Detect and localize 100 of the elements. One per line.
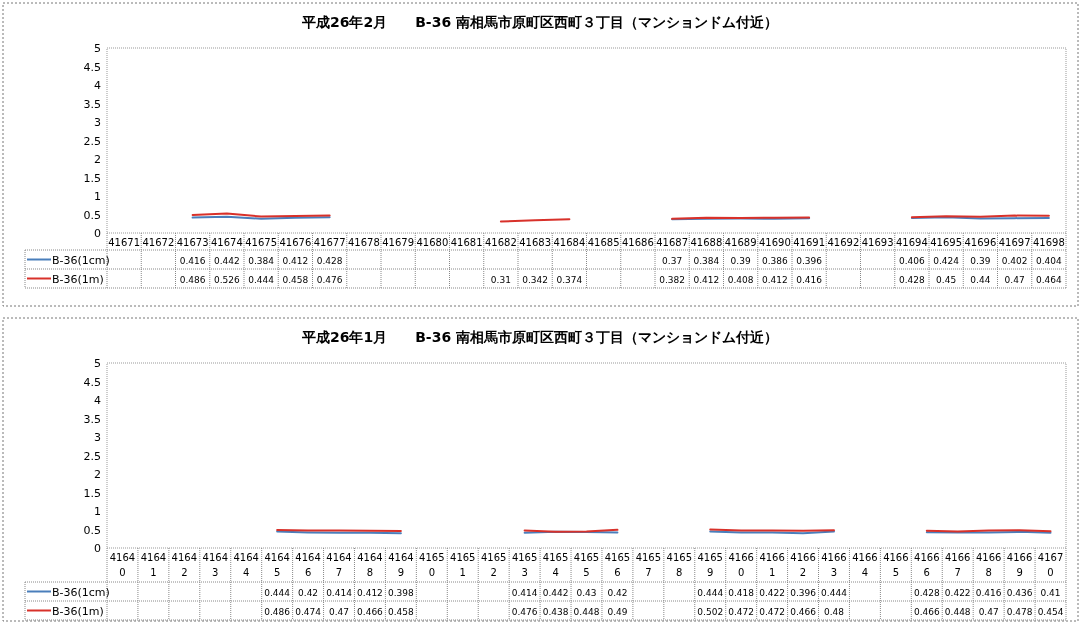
x-tick-label: 41665: [883, 552, 909, 578]
data-label: 0.486: [264, 607, 291, 617]
x-tick-label: 41691: [793, 237, 826, 248]
data-label: 0.404: [1035, 256, 1063, 266]
data-label: 0.398: [388, 588, 415, 598]
x-tick-label: 41692: [827, 237, 860, 248]
x-tick-label: 41679: [382, 237, 415, 248]
data-label: 0.458: [282, 275, 309, 285]
data-label: 0.464: [1035, 275, 1063, 285]
data-label: 0.502: [697, 607, 724, 617]
x-tick-label: 41674: [210, 237, 243, 248]
x-tick-label: 41684: [553, 237, 586, 248]
x-tick-label: 41661: [759, 552, 785, 578]
data-label: 0.406: [898, 256, 926, 266]
x-tick-label: 41662: [790, 552, 816, 578]
y-tick-label: 3: [94, 431, 101, 444]
data-label: 0.414: [511, 588, 538, 598]
data-label: 0.438: [542, 607, 569, 617]
y-tick-label: 1.5: [83, 171, 101, 185]
x-tick-label: 41655: [573, 552, 600, 578]
data-label: 0.466: [357, 607, 384, 617]
data-label: 0.49: [607, 607, 628, 617]
x-tick-label: 41677: [313, 237, 346, 248]
x-tick-label: 41666: [914, 552, 940, 578]
x-tick-label: 41671: [108, 237, 141, 248]
x-tick-label: 41641: [140, 552, 167, 578]
data-label: 0.448: [944, 607, 971, 617]
x-tick-label: 41640: [109, 552, 136, 578]
y-tick-label: 2.5: [83, 134, 101, 148]
x-tick-label: 41693: [861, 237, 894, 248]
data-label: 0.396: [790, 588, 817, 598]
data-label: 0.436: [1006, 588, 1033, 598]
y-tick-label: 4: [94, 394, 101, 407]
x-tick-label: 41698: [1032, 237, 1065, 248]
x-tick-label: 41670: [1037, 552, 1064, 578]
x-tick-label: 41667: [945, 552, 971, 578]
y-tick-label: 1: [94, 190, 101, 203]
data-label: 0.428: [898, 275, 926, 285]
y-tick-label: 2: [94, 153, 101, 166]
legend-label: B-36(1m): [52, 272, 104, 286]
y-tick-label: 0.5: [83, 523, 101, 537]
data-label: 0.458: [388, 607, 415, 617]
x-tick-label: 41689: [724, 237, 757, 248]
data-label: 0.412: [693, 275, 720, 285]
x-tick-label: 41663: [821, 552, 847, 578]
y-tick-label: 4: [94, 79, 101, 92]
x-tick-label: 41648: [357, 552, 383, 578]
data-label: 0.408: [727, 275, 754, 285]
data-label: 0.454: [1037, 607, 1064, 617]
data-label: 0.444: [821, 588, 848, 598]
x-tick-label: 41643: [202, 552, 228, 578]
x-tick-label: 41697: [998, 237, 1031, 248]
y-tick-label: 5: [94, 42, 101, 55]
x-tick-label: 41686: [621, 237, 654, 248]
data-label: 0.422: [944, 588, 971, 598]
legend-label: B-36(1m): [52, 604, 104, 618]
data-label: 0.412: [282, 256, 309, 266]
x-tick-label: 41656: [604, 552, 631, 578]
chart-title: 平成26年2月 B-36 南相馬市原町区西町３丁目（マンションドム付近）: [300, 14, 779, 30]
y-tick-label: 3: [94, 116, 101, 129]
data-label: 0.416: [975, 588, 1002, 598]
x-tick-label: 41657: [635, 552, 662, 578]
data-label: 0.39: [730, 256, 751, 266]
x-tick-label: 41696: [964, 237, 997, 248]
x-tick-label: 41664: [852, 552, 878, 578]
legend-label: B-36(1cm): [52, 253, 110, 267]
data-label: 0.47: [328, 607, 350, 617]
data-label: 0.374: [556, 275, 583, 285]
data-label: 0.42: [607, 588, 628, 598]
data-label: 0.428: [316, 256, 343, 266]
x-tick-label: 41685: [587, 237, 620, 248]
data-label: 0.412: [357, 588, 383, 598]
data-label: 0.43: [576, 588, 597, 598]
data-label: 0.476: [511, 607, 538, 617]
data-label: 0.384: [693, 256, 720, 266]
x-tick-label: 41651: [450, 552, 476, 578]
data-label: 0.442: [213, 256, 240, 266]
data-label: 0.428: [913, 588, 940, 598]
x-tick-label: 41682: [484, 237, 517, 248]
chart-title: 平成26年1月 B-36 南相馬市原町区西町３丁目（マンションドム付近）: [300, 329, 779, 345]
x-tick-label: 41681: [450, 237, 483, 248]
x-tick-label: 41680: [416, 237, 449, 248]
x-tick-label: 41652: [480, 552, 507, 578]
data-label: 0.444: [697, 588, 724, 598]
y-tick-label: 1.5: [83, 486, 101, 500]
data-label: 0.412: [761, 275, 788, 285]
y-tick-label: 3.5: [83, 97, 101, 111]
y-tick-label: 5: [94, 357, 101, 370]
data-label: 0.39: [970, 256, 991, 266]
data-label: 0.45: [936, 275, 957, 285]
x-tick-label: 41653: [511, 552, 538, 578]
y-tick-label: 4.5: [83, 375, 101, 389]
data-label: 0.466: [913, 607, 940, 617]
y-tick-label: 2.5: [83, 449, 101, 463]
legend-label: B-36(1cm): [52, 585, 110, 599]
data-label: 0.474: [295, 607, 322, 617]
data-label: 0.424: [933, 256, 960, 266]
x-tick-label: 41660: [728, 552, 754, 578]
x-tick-label: 41694: [895, 237, 928, 248]
data-label: 0.476: [316, 275, 343, 285]
